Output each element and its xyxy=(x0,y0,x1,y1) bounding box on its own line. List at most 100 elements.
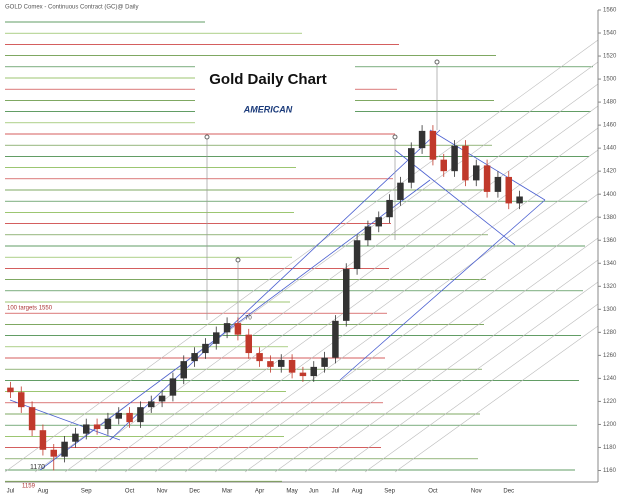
channel-line xyxy=(339,199,546,381)
candle-body xyxy=(180,361,187,379)
x-tick-label: Jun xyxy=(309,489,319,495)
candle-body xyxy=(245,334,252,354)
channel-line xyxy=(394,149,516,246)
x-tick-label: Sep xyxy=(81,489,92,495)
fan-line xyxy=(124,127,599,473)
candle-body xyxy=(50,449,57,457)
y-tick-label: 1420 xyxy=(603,169,617,175)
candle-body xyxy=(343,269,350,321)
y-tick-label: 1340 xyxy=(603,261,617,267)
candle-body xyxy=(386,199,393,218)
marker-dot xyxy=(434,59,440,65)
x-tick-label: Dec xyxy=(189,489,200,495)
channel-line xyxy=(429,129,546,201)
candle-body xyxy=(191,353,198,362)
x-tick-label: Nov xyxy=(157,489,168,495)
candle-body xyxy=(364,226,372,241)
candle-body xyxy=(462,145,469,181)
candle-body xyxy=(375,217,382,227)
y-tick-label: 1260 xyxy=(603,353,617,359)
candle-body xyxy=(28,407,36,431)
marks: 1160 1180 1200 1220 1240 1260 1280 1300 1320 1340… xyxy=(7,8,617,495)
x-tick-label: Oct xyxy=(125,489,135,495)
candle-body xyxy=(505,176,512,204)
candle-body xyxy=(321,357,328,367)
x-tick-label: Nov xyxy=(471,489,482,495)
fan-line xyxy=(334,281,599,473)
y-tick-label: 1460 xyxy=(603,123,617,129)
x-tick-label: Apr xyxy=(255,489,264,495)
y-tick-label: 1480 xyxy=(603,100,617,106)
candle-body xyxy=(72,433,79,442)
fan-line xyxy=(274,237,599,473)
candle-body xyxy=(223,323,231,333)
candle-body xyxy=(440,159,447,172)
y-tick-label: 1500 xyxy=(603,77,617,83)
y-tick-label: 1240 xyxy=(603,376,617,382)
candle-body xyxy=(299,372,307,377)
candle-body xyxy=(104,418,112,430)
logo: AMERICAN xyxy=(243,104,293,114)
chart-title: Gold Daily Chart xyxy=(209,71,327,88)
y-tick-label: 1440 xyxy=(603,146,617,152)
y-tick-label: 1220 xyxy=(603,399,617,405)
candle-body xyxy=(397,182,404,200)
y-tick-label: 1540 xyxy=(603,31,617,37)
decorations xyxy=(4,10,599,483)
candle-body xyxy=(61,441,68,457)
candle-body xyxy=(429,130,437,160)
candle-body xyxy=(353,240,361,270)
candle-body xyxy=(213,332,220,344)
x-tick-label: Aug xyxy=(352,489,363,495)
y-tick-label: 1160 xyxy=(603,468,617,474)
y-tick-label: 1520 xyxy=(603,54,617,60)
annotation: 100 targets 1550 xyxy=(7,306,53,312)
candle-body xyxy=(234,323,242,335)
candle-body xyxy=(332,320,339,358)
fan-line xyxy=(154,149,599,473)
channel-line xyxy=(9,399,121,441)
marker-dot xyxy=(392,134,398,140)
fan-line xyxy=(244,215,599,473)
candle-body xyxy=(93,424,101,430)
x-tick-label: Oct xyxy=(428,489,438,495)
x-tick-label: Jul xyxy=(7,489,15,495)
header: GOLD Comex - Continuous Contract (GC)@ D… xyxy=(5,5,138,11)
candle-body xyxy=(418,130,426,149)
candle-body xyxy=(483,165,491,192)
annotation: 1170 xyxy=(30,464,45,471)
y-tick-label: 1180 xyxy=(603,445,617,451)
x-tick-label: Sep xyxy=(384,489,395,495)
candle-body xyxy=(288,359,296,373)
candle-body xyxy=(278,359,285,367)
annotation: 70 xyxy=(245,316,252,322)
y-tick-label: 1380 xyxy=(603,215,617,221)
candle-body xyxy=(408,148,415,183)
fan-line xyxy=(184,171,599,473)
candle-body xyxy=(126,412,133,423)
candle-body xyxy=(39,430,47,450)
y-tick-label: 1320 xyxy=(603,284,617,290)
y-tick-label: 1280 xyxy=(603,330,617,336)
candle-body xyxy=(115,412,122,419)
fan-line xyxy=(394,325,599,473)
y-tick-label: 1200 xyxy=(603,422,617,428)
candle-body xyxy=(137,407,144,423)
candle-body xyxy=(473,165,480,181)
candle-body xyxy=(7,387,14,393)
candle-body xyxy=(267,361,274,367)
candle-body xyxy=(494,176,502,192)
annotation: 1159 xyxy=(22,484,36,490)
candle-body xyxy=(158,395,166,402)
fan-line xyxy=(64,83,599,473)
fan-line xyxy=(4,39,599,473)
candle-body xyxy=(256,353,263,362)
y-tick-label: 1400 xyxy=(603,192,617,198)
y-tick-label: 1360 xyxy=(603,238,617,244)
fan-line xyxy=(304,259,599,473)
fan-line xyxy=(364,303,599,473)
x-tick-label: May xyxy=(286,489,297,495)
y-tick-label: 1560 xyxy=(603,8,617,14)
marker-dot xyxy=(204,134,210,140)
